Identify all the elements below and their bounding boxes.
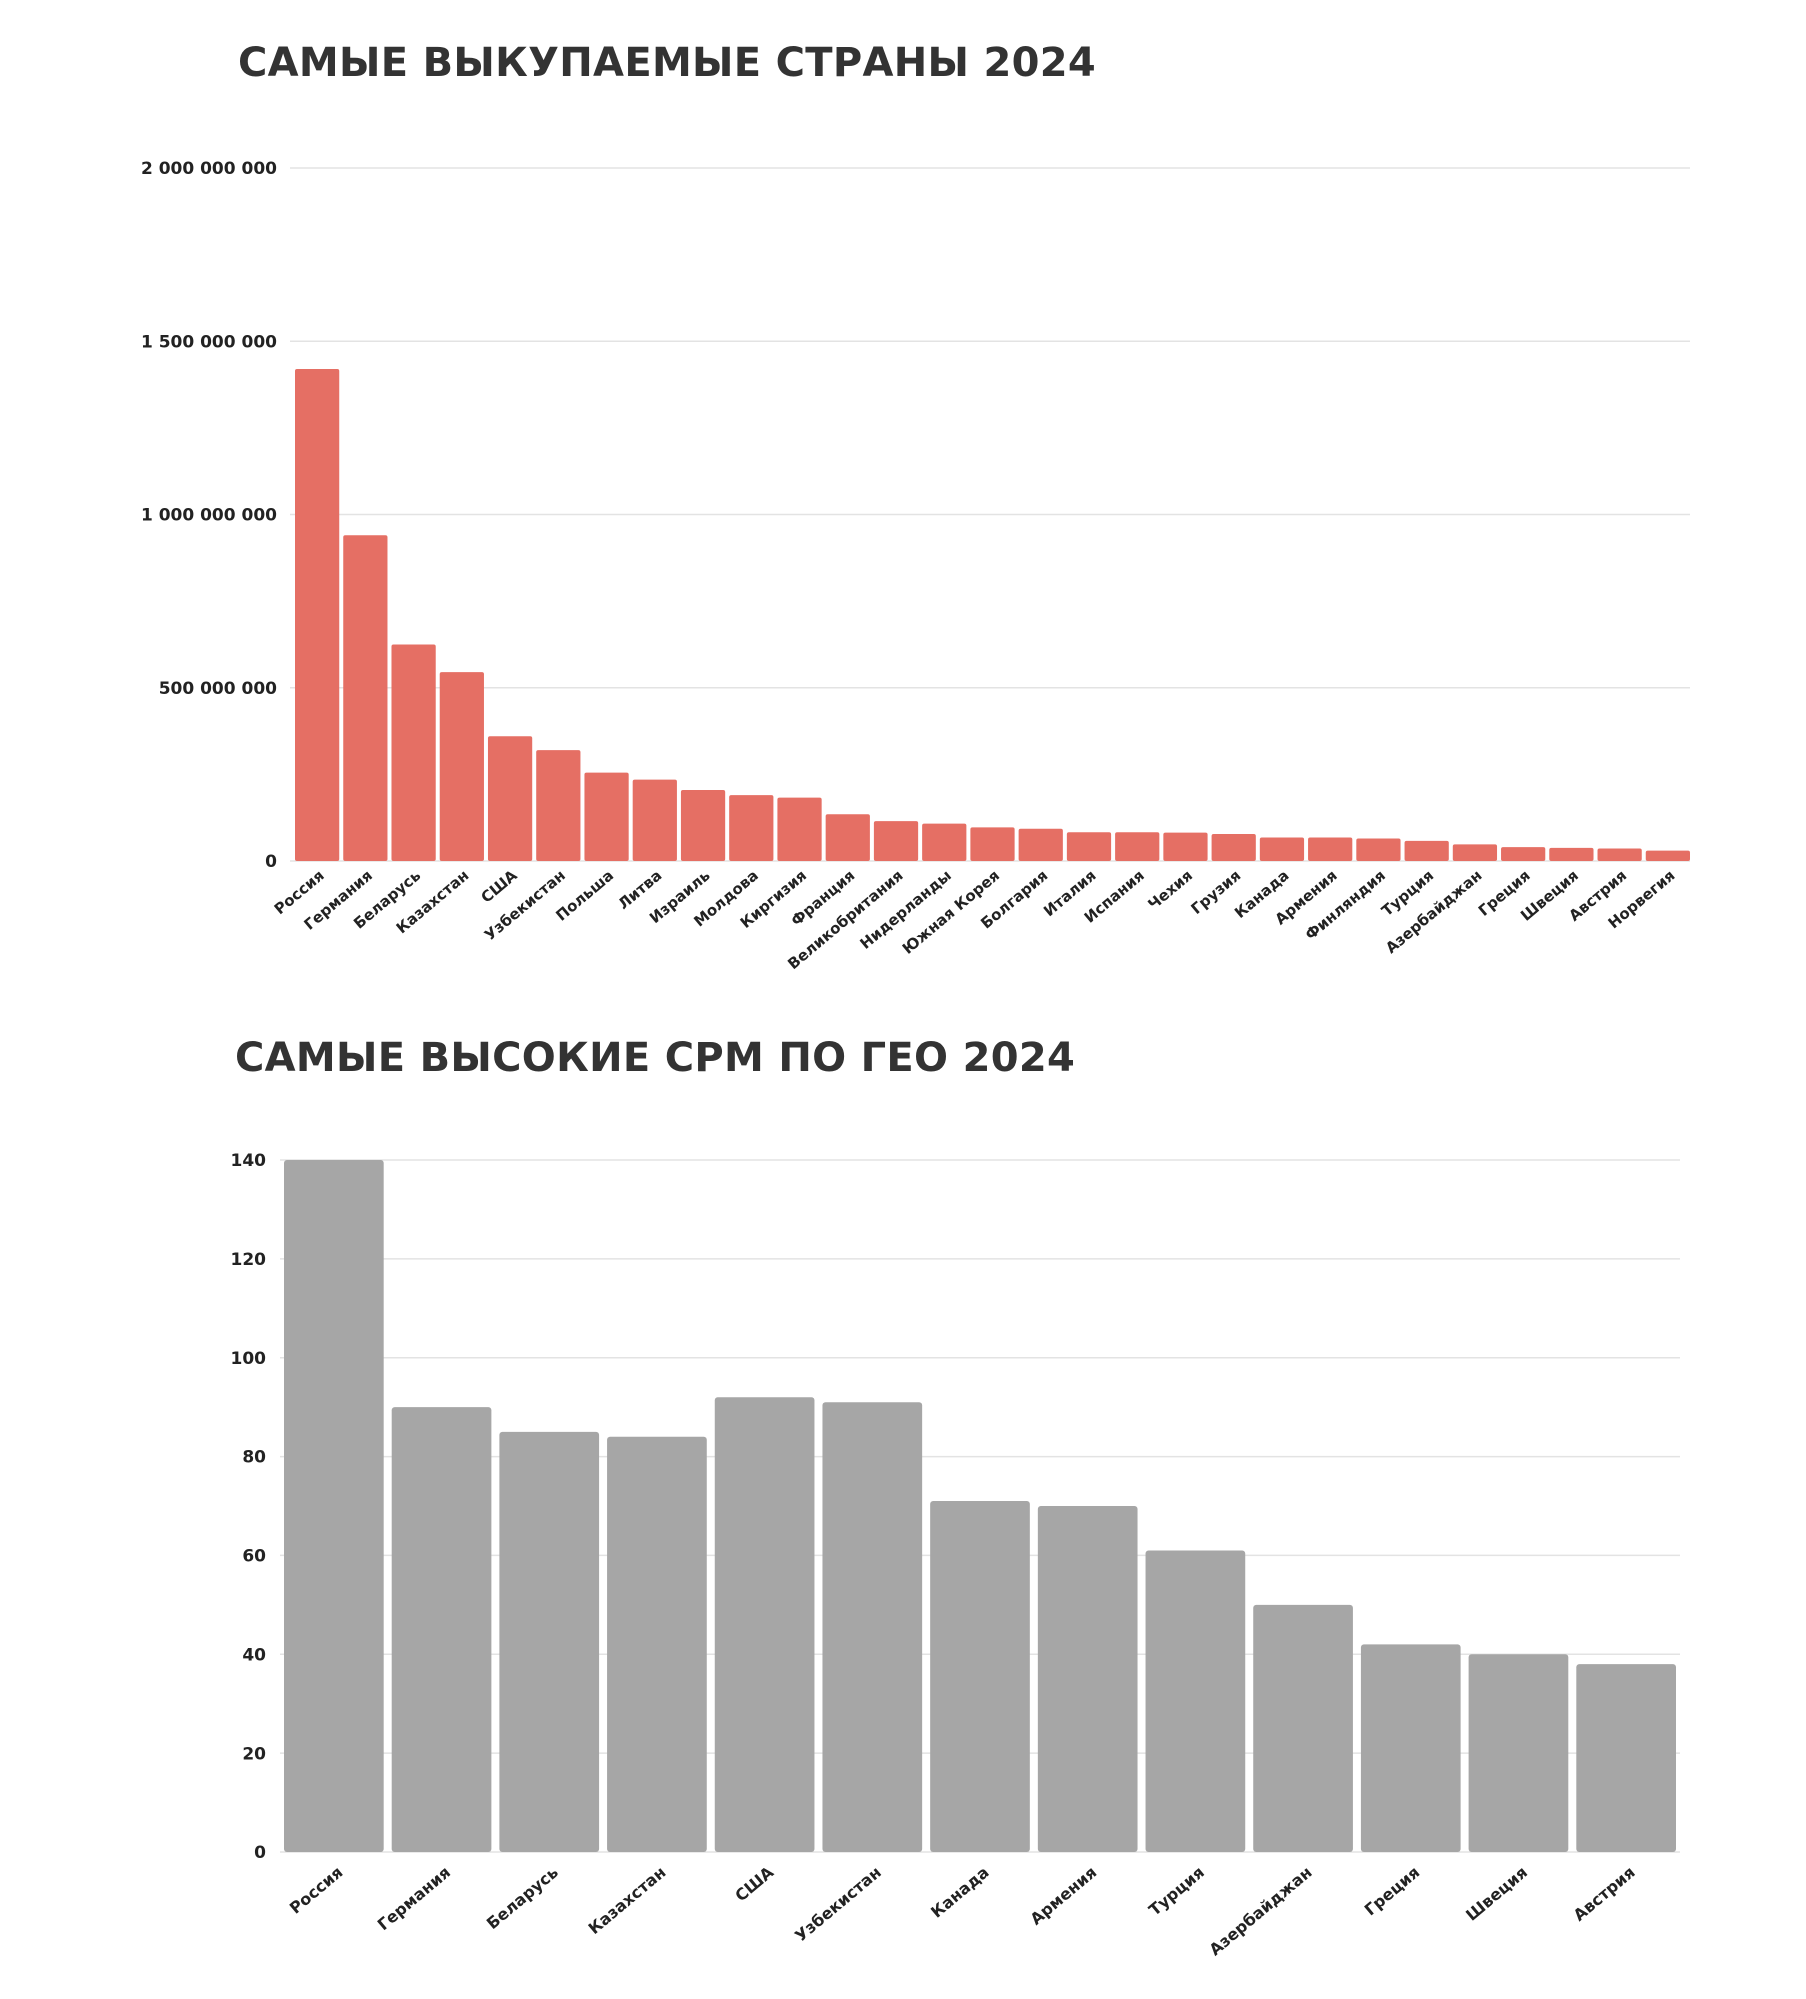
x-category-label: Беларусь: [483, 1863, 562, 1934]
bar: [391, 1407, 492, 1852]
x-category-label: Турция: [1145, 1863, 1208, 1920]
bar: [777, 797, 822, 861]
purchases-bar-chart: 0 500 000 000 1 000 000 000 1 500 000 000 2 …: [141, 159, 1690, 973]
x-category-label: Россия: [286, 1863, 347, 1918]
bar: [822, 1402, 923, 1852]
bar: [1501, 847, 1546, 861]
x-category-label: Азербайджан: [1205, 1863, 1315, 1960]
bar: [729, 795, 774, 861]
bar: [1018, 828, 1063, 861]
bar: [536, 750, 581, 861]
y-tick-label: 0: [254, 1843, 266, 1863]
y-tick-label: 1 000 000 000: [141, 506, 277, 526]
bar: [1115, 832, 1160, 861]
y-tick-label: 60: [242, 1547, 266, 1567]
bar: [1259, 837, 1305, 861]
chart-title-cpm: САМЫЕ ВЫСОКИЕ CPM ПО ГЕО 2024: [235, 1035, 1076, 1081]
bar: [922, 823, 967, 861]
y-tick-label: 20: [242, 1744, 266, 1764]
x-category-label: США: [731, 1862, 777, 1905]
y-tick-label: 0: [265, 852, 277, 872]
x-category-label: Греция: [1361, 1863, 1424, 1920]
bar: [930, 1501, 1030, 1852]
bar: [1452, 844, 1498, 861]
cpm-bar-chart: 0 20 40 60 80 100 120 140 Россия Германия Беларусь…: [231, 1151, 1680, 1960]
y-tick-label: 120: [231, 1250, 267, 1270]
bar: [970, 827, 1015, 861]
bar: [295, 368, 340, 861]
bar: [714, 1397, 815, 1852]
y-tick-label: 40: [242, 1645, 266, 1665]
bar: [499, 1431, 600, 1852]
bar: [1253, 1604, 1353, 1852]
bar: [632, 779, 677, 861]
y-tick-label: 1 500 000 000: [141, 332, 277, 352]
x-category-label: Узбекистан: [791, 1863, 885, 1946]
chart-title-purchases: САМЫЕ ВЫКУПАЕМЫЕ СТРАНЫ 2024: [238, 40, 1097, 86]
bar: [1645, 850, 1690, 861]
bar: [1404, 840, 1449, 861]
bar: [1308, 837, 1353, 861]
y-tick-label: 140: [231, 1151, 267, 1171]
bar: [1356, 838, 1401, 861]
bar: [487, 736, 533, 861]
y-tick-label: 2 000 000 000: [141, 159, 277, 179]
bar: [1468, 1654, 1569, 1852]
bar: [1066, 832, 1112, 861]
bar: [607, 1436, 707, 1852]
x-category-label: США: [478, 866, 521, 906]
bar: [1163, 832, 1208, 861]
bar: [873, 821, 919, 861]
bar: [584, 772, 629, 861]
bar: [391, 644, 436, 861]
y-tick-label: 500 000 000: [159, 679, 277, 699]
bar: [439, 672, 484, 861]
y-tick-label: 100: [231, 1349, 267, 1369]
bar: [1037, 1506, 1138, 1852]
bar: [1597, 848, 1642, 861]
x-category-label: Армения: [1027, 1863, 1101, 1929]
bar: [284, 1160, 384, 1852]
x-category-label: Швеция: [1462, 1863, 1531, 1925]
bar: [1360, 1644, 1461, 1852]
bar: [1549, 847, 1594, 861]
x-category-label: Канада: [927, 1863, 992, 1922]
bar: [1145, 1550, 1246, 1852]
x-category-label: Австрия: [1570, 1863, 1639, 1925]
x-category-label: Германия: [374, 1863, 454, 1935]
bar: [825, 814, 870, 861]
bar: [1211, 833, 1256, 861]
x-category-label: Казахстан: [585, 1863, 670, 1939]
y-tick-label: 80: [242, 1448, 266, 1468]
bar: [1576, 1664, 1676, 1852]
bar: [343, 535, 388, 861]
bar: [680, 789, 726, 861]
